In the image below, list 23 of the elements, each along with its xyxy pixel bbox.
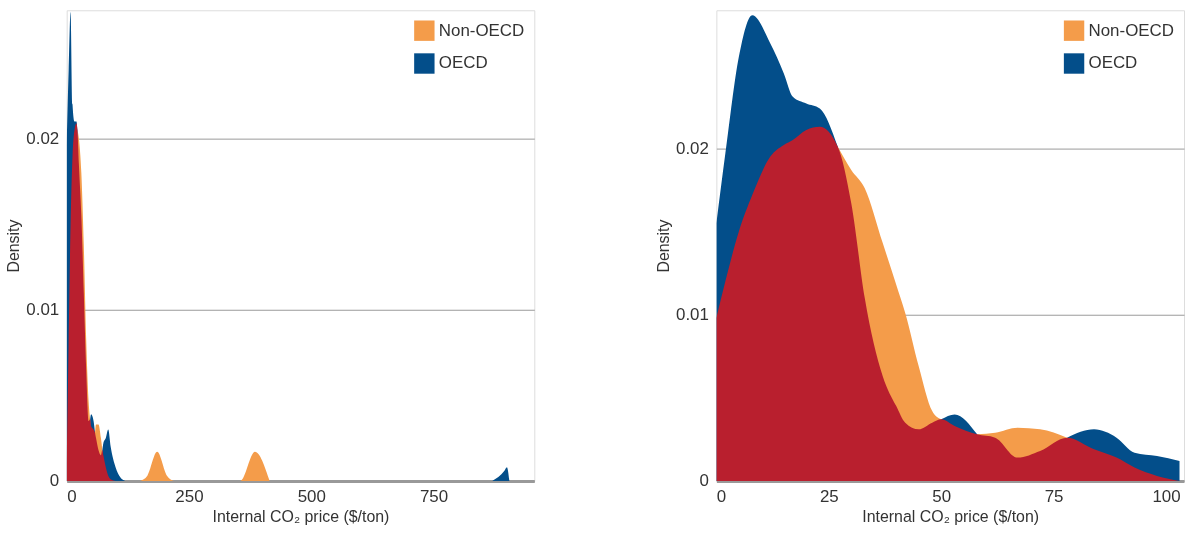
x-tick-label: 25: [819, 487, 839, 507]
x-tick-label: 750: [419, 487, 449, 507]
legend-label: OECD: [438, 53, 488, 73]
x-tick-label: 50: [932, 487, 952, 507]
y-tick-label: 0: [699, 471, 709, 491]
x-tick-label: 500: [297, 487, 326, 507]
legend-label: OECD: [1088, 53, 1138, 73]
y-tick-label: 0.01: [676, 305, 709, 325]
legend-label: Non-OECD: [438, 20, 525, 40]
x-tick-label: 250: [175, 487, 204, 507]
x-axis-title: Internal CO₂ price ($/ton): [212, 508, 390, 526]
x-axis-title: Internal CO₂ price ($/ton): [862, 508, 1040, 526]
y-axis-title: Density: [5, 219, 23, 273]
y-axis-title: Density: [655, 219, 673, 273]
y-tick-label: 0.02: [676, 138, 709, 158]
y-tick-label: 0.02: [26, 129, 60, 149]
legend-label: Non-OECD: [1088, 20, 1174, 40]
x-tick-label: 0: [716, 487, 727, 507]
x-tick-label: 75: [1044, 487, 1064, 507]
x-tick-label: 100: [1152, 487, 1181, 507]
y-tick-label: 0.01: [26, 300, 60, 320]
x-tick-label: 0: [67, 487, 77, 507]
y-tick-label: 0: [49, 471, 60, 491]
